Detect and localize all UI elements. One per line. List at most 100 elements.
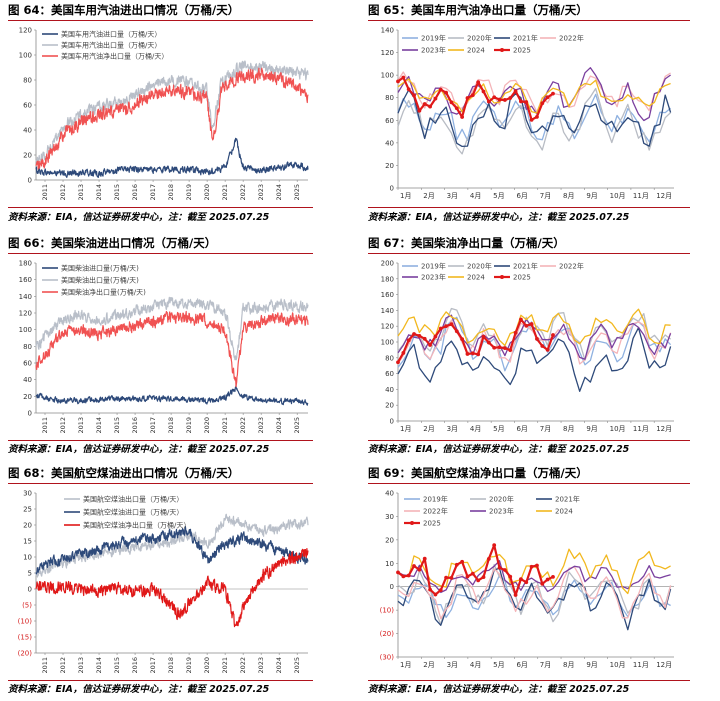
series-point [508,96,513,100]
x-tick-label: 2021 [221,657,229,674]
series-point [524,580,529,585]
y-tick-label: 120 [381,49,394,57]
panel-67: 图 67：美国柴油净出口量（万桶/天） 0 20 40 60 80 100 120 140 16… [368,233,690,459]
series-point [449,322,454,327]
series-point [465,96,470,100]
legend-label: 2024 [555,508,573,516]
x-tick-label: 6月 [516,425,527,433]
legend-label: 2024 [467,47,485,55]
panel-69: 图 69：美国航空煤油净出口量（万桶/天） (30) (20) (10) 0 10 20 3… [368,463,690,699]
x-tick-label: 9月 [586,192,597,200]
series-point [396,570,400,575]
legend-label: 美国柴油出口量(万桶/天) [61,276,139,285]
series-line-1 [35,385,309,406]
legend-label: 2025 [423,520,441,528]
legend-label: 2022年 [559,34,584,43]
series-line-3 [35,548,309,628]
panel-66-source: 资料来源：EIA，信达证券研发中心，注：截至 2025.07.25 [8,444,270,455]
series-point [540,344,545,348]
panel-64-title: 图 64：美国车用汽油进出口情况（万桶/天） [8,3,240,17]
x-tick-label: 5月 [493,661,504,669]
x-tick-label: 6月 [516,661,527,669]
legend-label: 2021年 [513,262,538,271]
series-point [492,95,497,100]
y-tick-label: 0 [28,586,32,594]
x-tick-label: 2月 [423,661,434,669]
panel-67-source: 资料来源：EIA，信达证券研发中心，注：截至 2025.07.25 [368,444,630,455]
x-tick-label: 2024 [275,657,283,674]
y-tick-label: (5) [22,602,32,610]
y-tick-label: 120 [19,27,32,35]
chart-67: 0 20 40 60 80 100 120 140 160 180 200 1月 2月 3月 4月 5月 6月 7… [381,260,674,433]
series-point [513,330,518,335]
series-point [465,574,470,579]
series-point [444,90,448,95]
series-line-1 [397,93,672,143]
legend-label: 2023年 [489,507,514,516]
x-tick-label: 2020 [203,657,211,674]
y-tick-label: (20) [380,630,395,638]
y-tick-label: 20 [385,536,394,544]
x-tick-label: 2025 [293,657,301,674]
series-point [460,559,465,564]
x-tick-label: 5月 [493,425,504,433]
legend-label: 美国航空煤油净出口量（万桶/天） [83,521,190,530]
x-tick-label: 2012 [59,184,67,201]
y-tick-label: 0 [390,185,394,193]
series-point [438,87,443,92]
x-tick-label: 2013 [77,657,85,674]
panel-66-title: 图 66：美国柴油进出口情况（万桶/天） [8,236,217,250]
y-tick-label: 180 [19,260,32,268]
x-tick-label: 2017 [149,657,157,674]
x-tick-label: 12月 [656,192,672,200]
series-point [486,99,491,104]
series-line-6 [397,308,671,347]
y-tick-label: 200 [381,260,394,268]
x-tick-label: 2017 [149,417,157,434]
y-tick-label: 20 [385,162,394,170]
series-point [502,346,507,351]
y-tick-label: 80 [23,77,32,85]
series-point [428,343,432,347]
y-tick-label: 60 [23,102,32,110]
x-tick-label: 2025 [293,184,301,201]
x-tick-label: 2012 [59,657,67,674]
x-tick-label: 2016 [131,417,139,434]
panel-64-source: 资料来源：EIA，信达证券研发中心，注：截至 2025.07.25 [8,212,270,223]
series-point [502,568,507,572]
series-point [519,317,523,322]
y-tick-label: 100 [19,326,32,334]
series-point [412,93,416,98]
series-line-6 [397,78,671,114]
y-tick-label: 20 [23,152,32,160]
legend-label: 美国航空煤油出口量（万桶/天） [83,495,183,504]
x-tick-label: 2014 [95,417,103,434]
legend-marker [410,521,414,525]
x-tick-label: 12月 [656,661,672,669]
y-tick-label: 160 [381,291,394,299]
series-point [502,98,507,102]
series-point [470,93,475,98]
y-tick-label: (30) [380,654,395,662]
series-point [454,329,459,334]
x-tick-label: 2024 [275,184,283,201]
series-point [428,104,432,109]
legend-label: 2024 [467,274,485,282]
x-tick-label: 2019 [185,184,193,201]
series-point [551,333,555,337]
series-point [492,543,497,548]
x-tick-label: 2016 [131,184,139,201]
series-point [396,79,400,84]
series-line-3 [397,327,672,392]
series-line-2 [35,296,309,361]
x-tick-label: 4月 [470,425,481,433]
panel-67-title-rule [368,253,690,254]
x-tick-label: 2023 [257,657,265,674]
legend-label: 2025 [513,47,531,55]
series-point [540,101,545,106]
y-tick-label: 40 [385,386,394,394]
series-point [460,337,465,342]
chart-64: 0 20 40 60 80 100 120 2011 2012 2013 2014 2015 2016 2… [19,27,309,201]
x-tick-label: 2012 [59,417,67,434]
